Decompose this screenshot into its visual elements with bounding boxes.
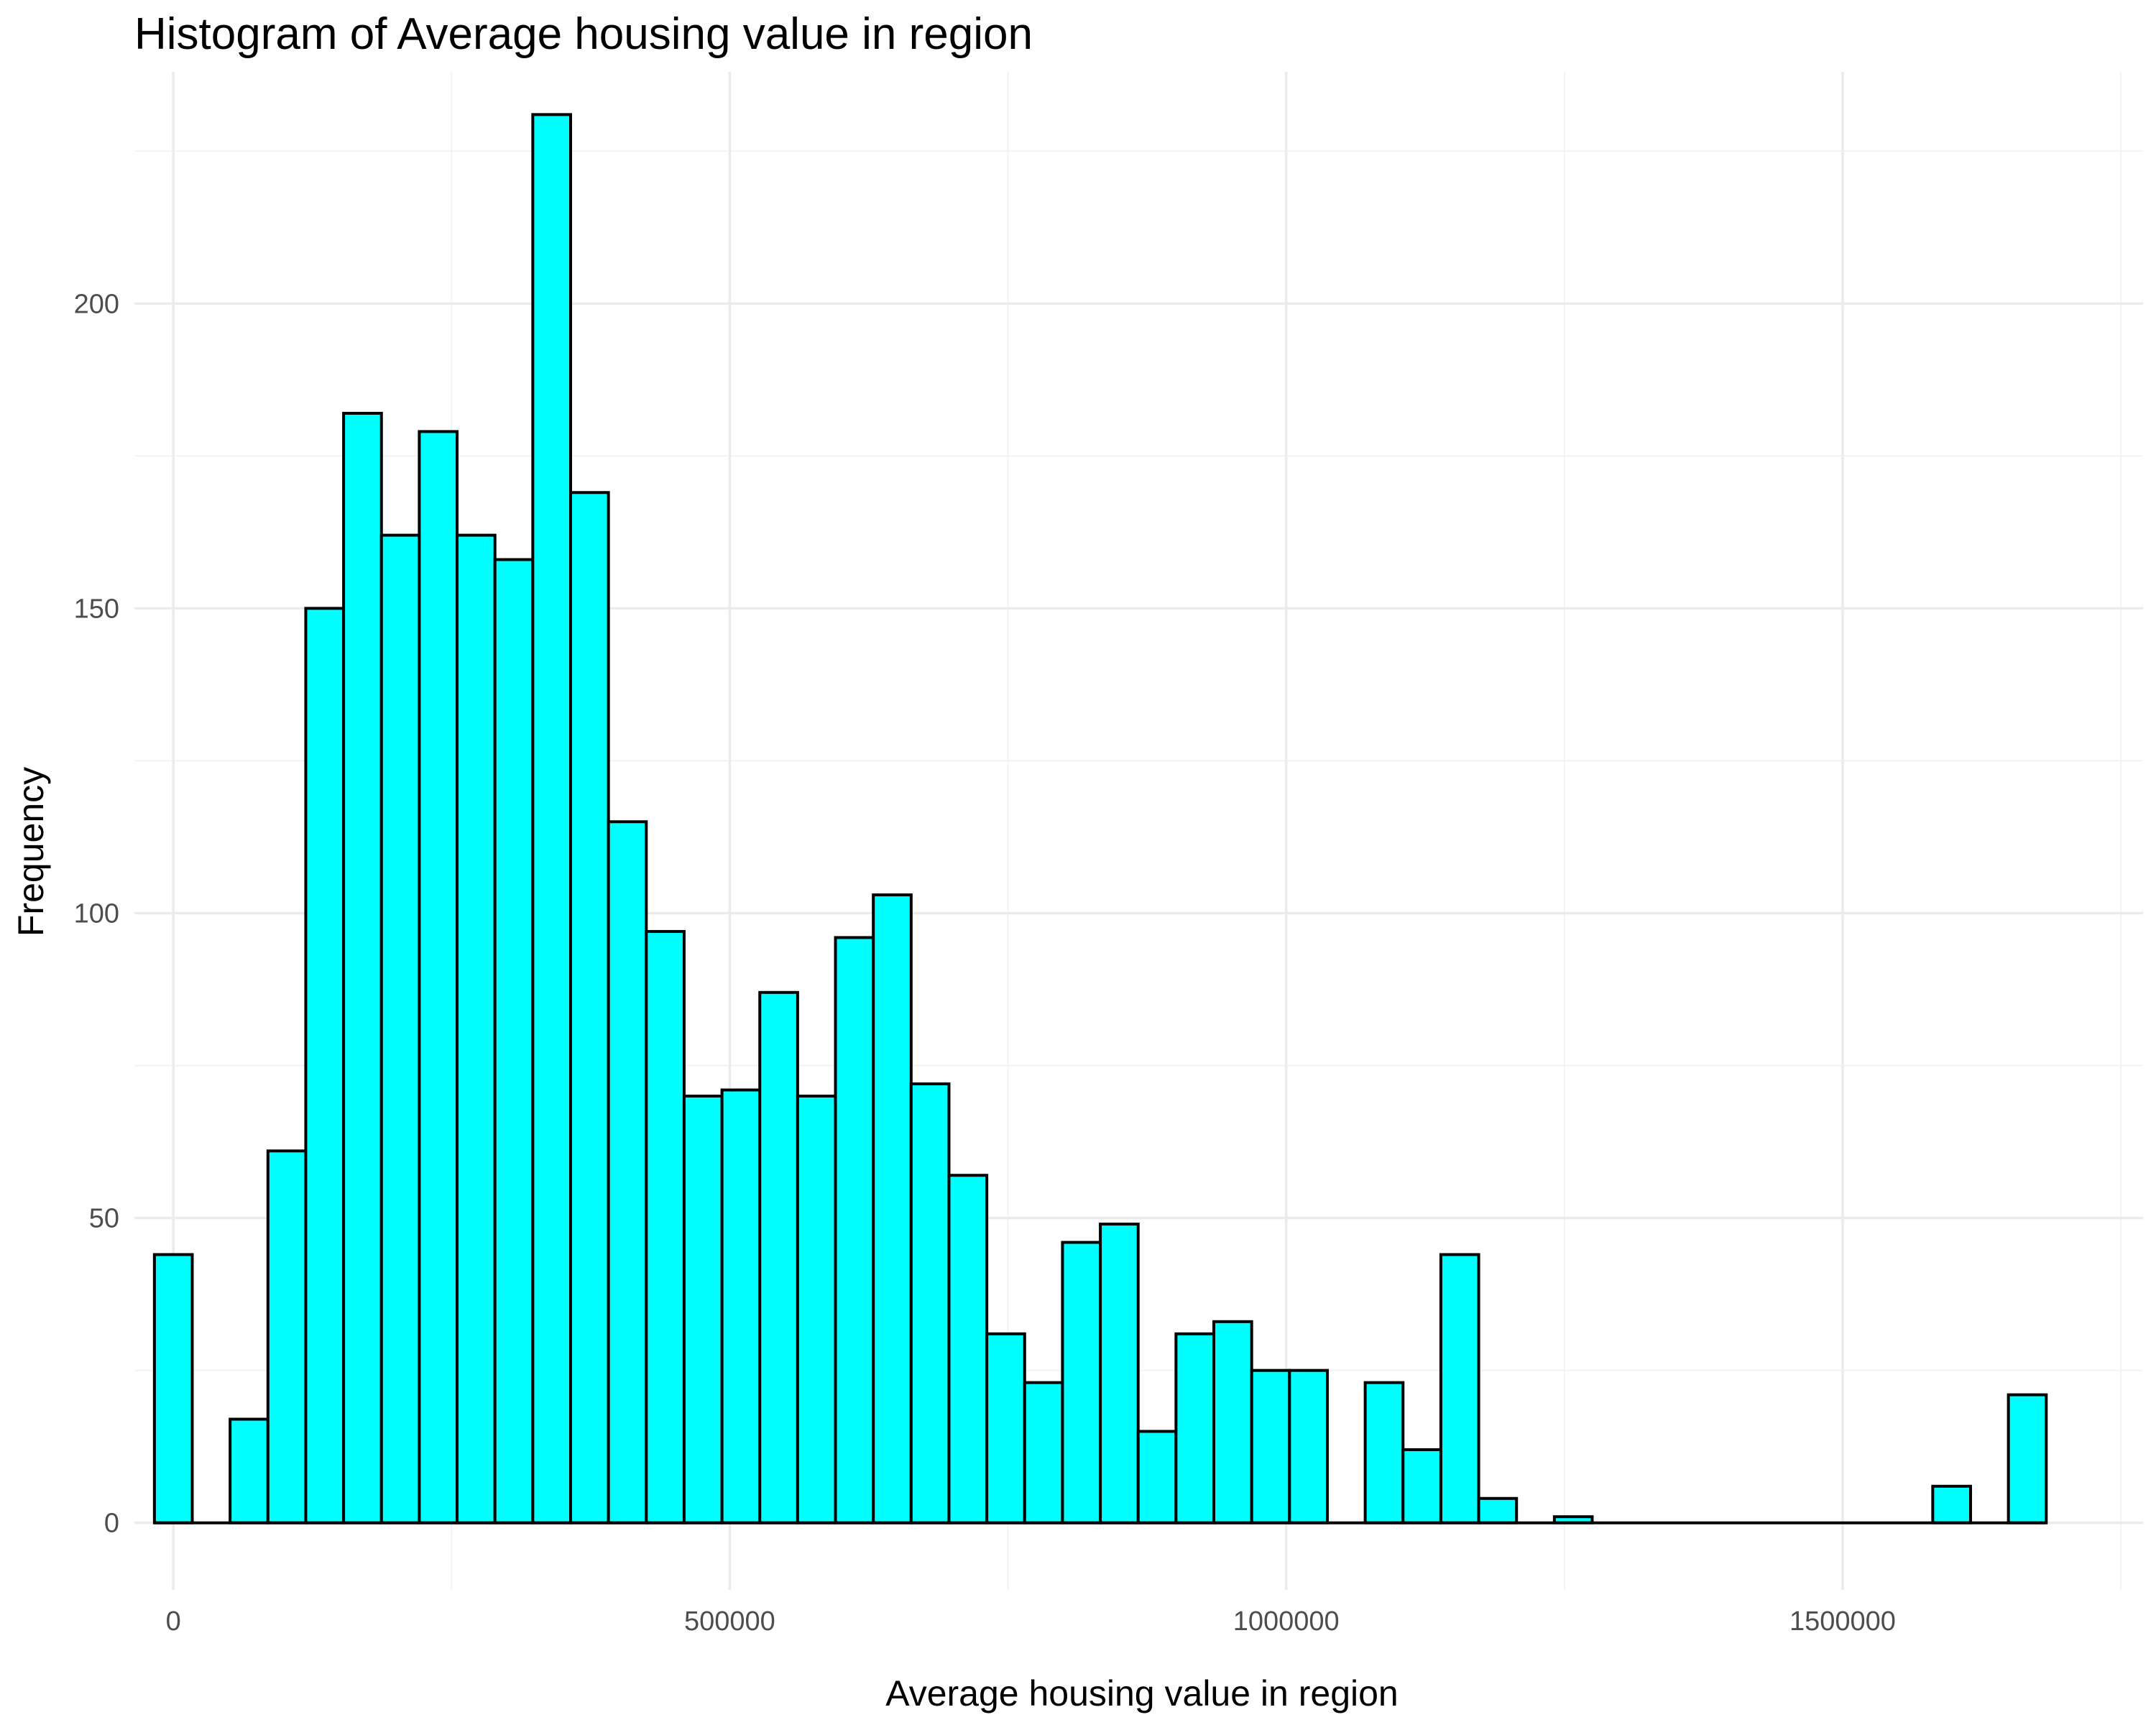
histogram-bar bbox=[266, 1149, 308, 1524]
histogram-bar bbox=[1023, 1381, 1064, 1524]
histogram-bar bbox=[1061, 1241, 1102, 1524]
histogram-bar bbox=[1439, 1253, 1480, 1524]
histogram-bar bbox=[1099, 1223, 1140, 1524]
histogram-bar bbox=[645, 929, 686, 1524]
histogram-bar bbox=[947, 1174, 989, 1524]
histogram-bar bbox=[1212, 1320, 1253, 1524]
histogram-bar bbox=[152, 1253, 194, 1524]
histogram-bar bbox=[379, 533, 421, 1524]
histogram-bar bbox=[2007, 1393, 2048, 1524]
histogram-bar bbox=[229, 1417, 270, 1524]
y-tick-label: 0 bbox=[104, 1509, 119, 1539]
y-axis-title: Frequency bbox=[11, 767, 51, 937]
y-axis-ticks: 0 50 100 150 200 bbox=[74, 289, 119, 1538]
histogram-bar bbox=[1931, 1484, 1972, 1524]
histogram-bar bbox=[456, 533, 497, 1524]
histogram-bar bbox=[531, 113, 573, 1524]
histogram-bar bbox=[872, 893, 913, 1524]
histogram-bar bbox=[1477, 1496, 1519, 1524]
histogram-bar bbox=[493, 558, 535, 1524]
histogram-bar bbox=[909, 1082, 951, 1524]
x-axis-title: Average housing value in region bbox=[885, 1673, 1398, 1714]
histogram-bar bbox=[985, 1332, 1026, 1524]
histogram-bar bbox=[304, 607, 346, 1524]
y-tick-label: 200 bbox=[74, 289, 119, 319]
histogram-bar bbox=[1401, 1448, 1442, 1524]
y-tick-label: 100 bbox=[74, 899, 119, 929]
histogram-bar bbox=[758, 990, 799, 1524]
chart-title: Histogram of Average housing value in re… bbox=[134, 9, 1033, 59]
x-tick-label: 500000 bbox=[684, 1606, 775, 1637]
y-tick-label: 150 bbox=[74, 594, 119, 624]
histogram-bar bbox=[1288, 1368, 1329, 1524]
x-tick-label: 1000000 bbox=[1233, 1606, 1340, 1637]
histogram-bar bbox=[1136, 1430, 1178, 1524]
histogram-bar bbox=[607, 820, 648, 1524]
histogram-bar bbox=[834, 936, 875, 1524]
histogram-bar bbox=[1363, 1381, 1405, 1524]
histogram-bar bbox=[682, 1094, 724, 1524]
histogram-bar bbox=[569, 491, 610, 1524]
x-axis-ticks: 0 500000 1000000 1500000 bbox=[166, 1606, 1896, 1637]
y-tick-label: 50 bbox=[89, 1204, 119, 1234]
histogram-bar bbox=[1250, 1368, 1291, 1524]
histogram-bar bbox=[418, 430, 459, 1524]
histogram-bar bbox=[720, 1088, 762, 1524]
histogram-bar bbox=[796, 1094, 837, 1524]
histogram-bar bbox=[1174, 1332, 1216, 1524]
x-tick-label: 0 bbox=[166, 1606, 181, 1637]
histogram-bar bbox=[342, 411, 383, 1524]
x-tick-label: 1500000 bbox=[1789, 1606, 1896, 1637]
